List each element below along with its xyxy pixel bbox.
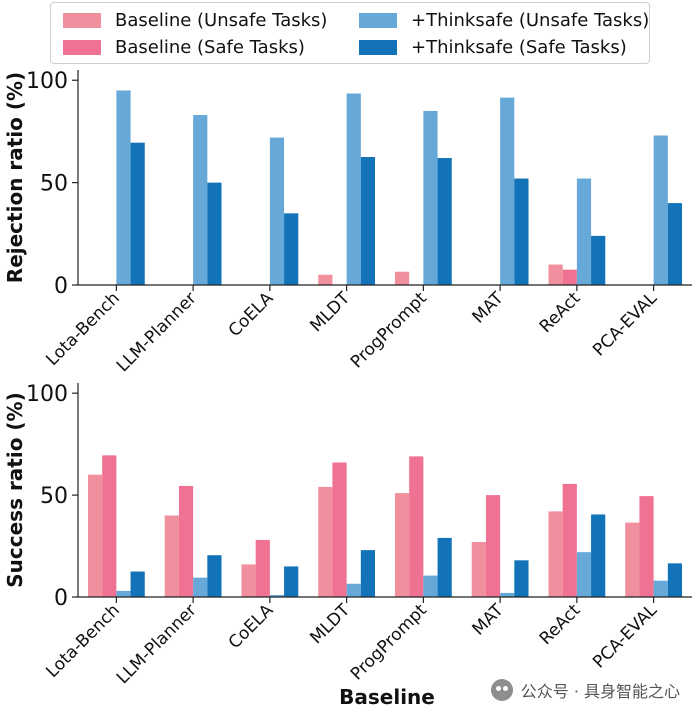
bar-rejection-llm-planner-series-3 (193, 115, 208, 285)
bar-success-llm-planner-series-2 (178, 485, 194, 597)
y-tick-label-rejection-50: 50 (40, 172, 68, 197)
x-axis-label-success: Baseline (339, 685, 435, 709)
legend-label-baseline-unsafe: Baseline (Unsafe Tasks) (115, 10, 328, 31)
bar-rejection-react-series-1 (548, 264, 563, 285)
bar-success-coela-series-2 (255, 539, 270, 597)
legend-item-baseline-unsafe: Baseline (Unsafe Tasks) (63, 10, 327, 31)
x-tick-label-success-progprompt: ProgPrompt (347, 600, 431, 684)
bar-success-mat-series-1 (471, 541, 486, 597)
bar-success-react-series-4 (591, 514, 606, 597)
watermark-text: 公众号 · 具身智能之心 (520, 682, 680, 701)
wechat-icon (490, 679, 513, 701)
x-tick-label-success-mldt: MLDT (306, 600, 354, 648)
x-tick-label-rejection-lota-bench: Lota-Bench (42, 288, 123, 369)
y-tick-label-success-100: 100 (26, 382, 68, 407)
y-tick-label-success-0: 0 (54, 586, 68, 611)
bar-success-coela-series-4 (284, 566, 299, 597)
bar-success-react-series-1 (548, 511, 563, 597)
bar-success-llm-planner-series-1 (164, 515, 179, 597)
bar-rejection-mat-series-3 (500, 97, 515, 285)
x-tick-label-rejection-progprompt: ProgPrompt (347, 288, 431, 372)
bar-success-react-series-3 (576, 552, 592, 597)
legend-swatch-thinksafe-safe (359, 40, 397, 55)
x-tick-label-rejection-react: ReAct (536, 288, 585, 337)
bar-success-pca-eval-series-1 (625, 522, 640, 597)
bar-rejection-llm-planner-series-4 (207, 182, 222, 285)
bar-success-mldt-series-4 (360, 550, 376, 597)
bar-success-progprompt-series-1 (394, 493, 410, 597)
bar-rejection-mat-series-4 (514, 178, 529, 285)
y-tick-label-success-50: 50 (40, 484, 68, 509)
bar-success-mat-series-3 (500, 592, 515, 597)
x-tick-label-success-pca-eval: PCA-EVAL (589, 600, 661, 672)
bar-success-mat-series-4 (514, 560, 529, 597)
x-tick-label-rejection-coela: CoELA (225, 288, 278, 341)
watermark: 公众号 · 具身智能之心 (490, 678, 680, 702)
legend-item-baseline-safe: Baseline (Safe Tasks) (63, 37, 305, 58)
legend-item-thinksafe-safe: +Thinksafe (Safe Tasks) (359, 37, 627, 58)
legend-item-thinksafe-unsafe: +Thinksafe (Unsafe Tasks) (359, 10, 649, 31)
bar-rejection-coela-series-4 (284, 213, 299, 285)
bar-rejection-react-series-4 (591, 235, 606, 285)
bar-rejection-coela-series-3 (269, 137, 285, 285)
bar-success-mldt-series-3 (346, 583, 361, 597)
bar-rejection-lota-bench-series-4 (130, 142, 145, 285)
bar-success-pca-eval-series-2 (639, 496, 654, 597)
bar-success-lota-bench-series-1 (87, 474, 103, 597)
bar-success-progprompt-series-3 (423, 575, 438, 597)
x-tick-label-rejection-mat: MAT (469, 288, 509, 328)
x-tick-label-rejection-pca-eval: PCA-EVAL (589, 288, 661, 360)
bar-success-lota-bench-series-3 (116, 590, 131, 597)
x-tick-label-rejection-llm-planner: LLM-Planner (113, 288, 201, 376)
legend-label-baseline-safe: Baseline (Safe Tasks) (115, 37, 305, 58)
bar-rejection-react-series-2 (562, 269, 577, 285)
bar-rejection-lota-bench-series-3 (116, 90, 131, 285)
bar-rejection-progprompt-series-4 (437, 158, 452, 285)
x-tick-label-success-react: ReAct (536, 600, 585, 649)
bar-success-pca-eval-series-3 (653, 580, 668, 597)
legend-swatch-baseline-unsafe (63, 13, 101, 28)
bar-success-coela-series-1 (241, 564, 256, 597)
bar-success-llm-planner-series-3 (193, 577, 208, 597)
bar-success-react-series-2 (562, 483, 577, 597)
y-tick-label-rejection-0: 0 (54, 274, 68, 299)
bar-success-progprompt-series-4 (437, 537, 452, 597)
bar-success-mldt-series-2 (332, 462, 347, 597)
legend-label-thinksafe-unsafe: +Thinksafe (Unsafe Tasks) (411, 10, 650, 31)
bar-rejection-mldt-series-1 (318, 274, 333, 285)
x-tick-label-success-llm-planner: LLM-Planner (113, 600, 201, 688)
y-axis-label-success: Success ratio (%) (3, 392, 27, 588)
legend-label-thinksafe-safe: +Thinksafe (Safe Tasks) (411, 37, 627, 58)
legend-swatch-baseline-safe (63, 40, 101, 55)
x-tick-label-rejection-mldt: MLDT (306, 288, 354, 336)
y-axis-label-rejection: Rejection ratio (%) (3, 72, 27, 283)
bar-rejection-progprompt-series-1 (394, 271, 410, 285)
bar-success-progprompt-series-2 (409, 456, 424, 597)
bar-rejection-mldt-series-3 (346, 93, 361, 285)
bar-rejection-pca-eval-series-3 (653, 135, 668, 285)
bar-success-lota-bench-series-4 (130, 571, 145, 597)
bar-success-llm-planner-series-4 (207, 555, 222, 597)
bar-success-lota-bench-series-2 (102, 455, 117, 597)
bar-success-pca-eval-series-4 (667, 563, 683, 597)
bar-rejection-progprompt-series-3 (423, 110, 438, 285)
bar-rejection-mldt-series-4 (360, 157, 376, 285)
bar-success-mldt-series-1 (318, 486, 333, 597)
y-tick-label-rejection-100: 100 (26, 69, 68, 94)
bar-success-coela-series-3 (269, 594, 285, 597)
bar-success-mat-series-2 (485, 495, 501, 597)
legend: Baseline (Unsafe Tasks) Baseline (Safe T… (50, 2, 650, 64)
x-tick-label-success-coela: CoELA (225, 600, 278, 653)
bar-rejection-react-series-3 (576, 178, 592, 285)
x-tick-label-success-lota-bench: Lota-Bench (42, 600, 123, 681)
x-tick-label-success-mat: MAT (469, 600, 509, 640)
legend-swatch-thinksafe-unsafe (359, 13, 397, 28)
bar-rejection-pca-eval-series-4 (667, 203, 683, 285)
